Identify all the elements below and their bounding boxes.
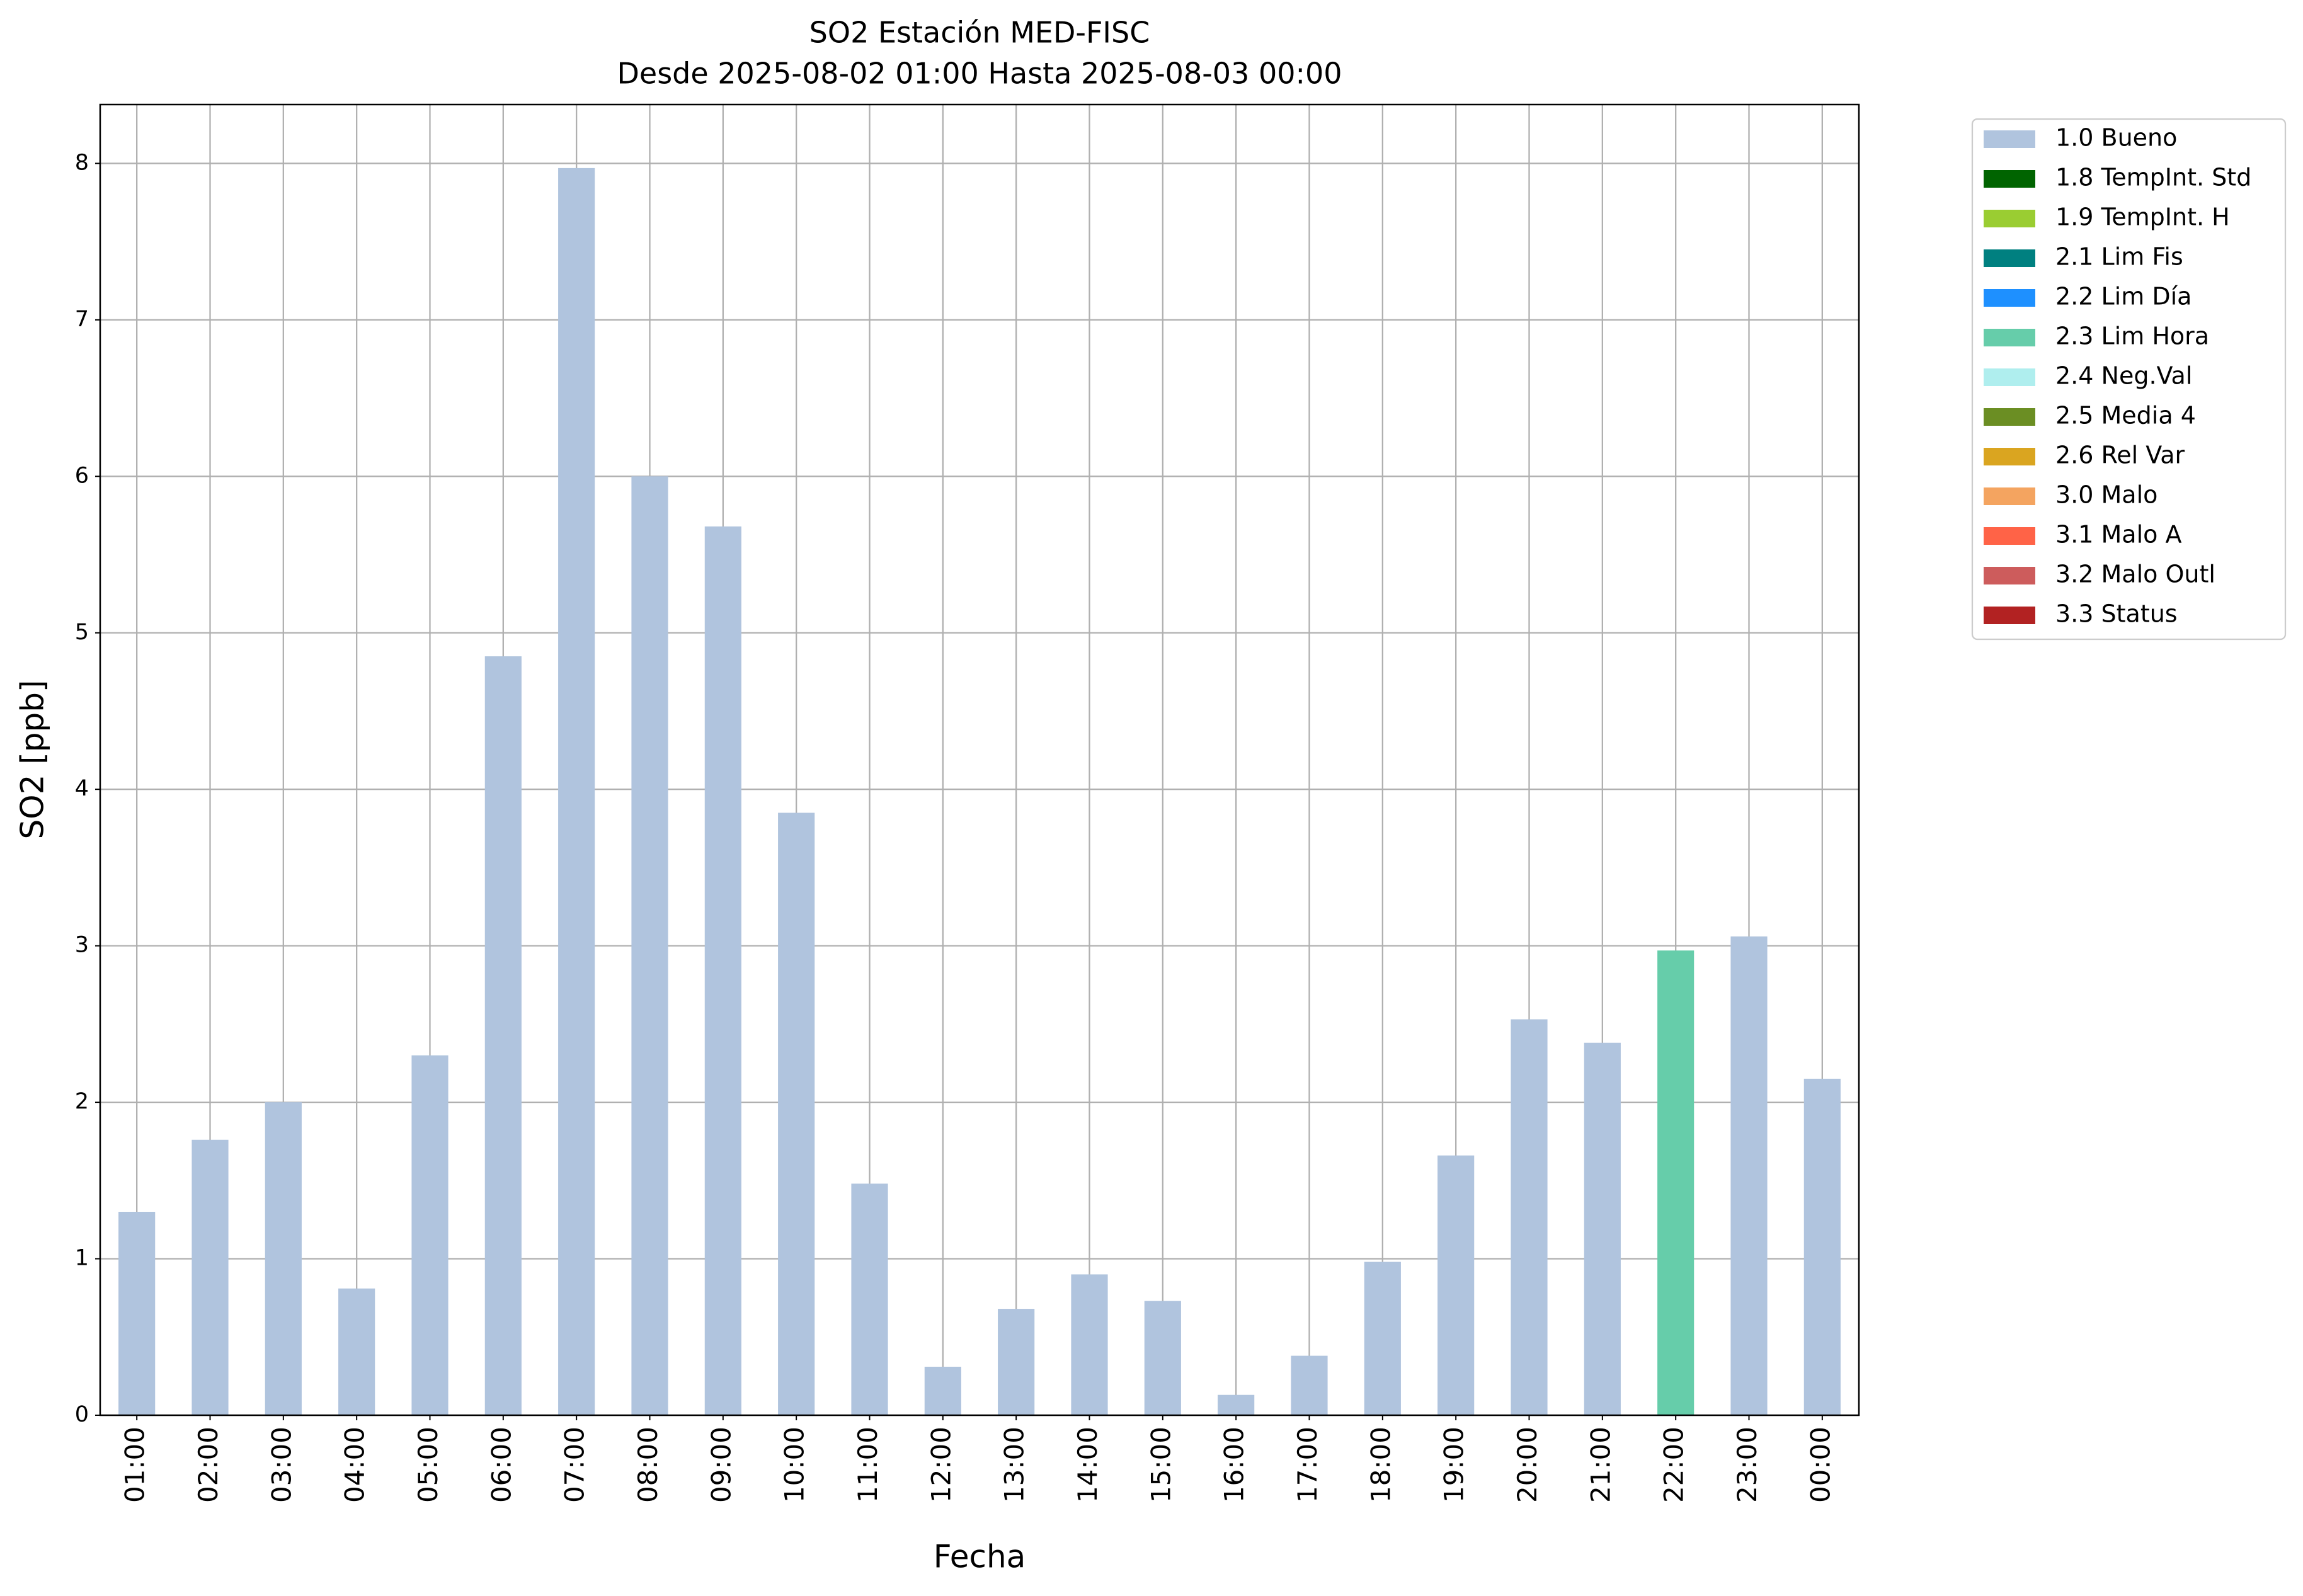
y-tick-label: 7: [75, 307, 89, 332]
bar: [851, 1183, 888, 1415]
legend-box: [1971, 118, 2287, 641]
bars: [118, 168, 1841, 1416]
x-tick-label: 17:00: [1292, 1427, 1323, 1503]
x-tick-label: 06:00: [486, 1427, 517, 1503]
x-tick-label: 03:00: [266, 1427, 297, 1503]
x-tick-label: 23:00: [1732, 1427, 1763, 1503]
legend-swatch: [1984, 527, 2035, 545]
y-tick-label: 4: [75, 776, 89, 801]
legend-swatch: [1984, 368, 2035, 386]
legend-label: 2.2 Lim Día: [2055, 283, 2192, 311]
y-tick-label: 5: [75, 620, 89, 645]
bar: [118, 1212, 156, 1415]
y-tick-label: 2: [75, 1089, 89, 1114]
x-axis-label: Fecha: [934, 1539, 1026, 1575]
bar: [265, 1102, 302, 1415]
x-tick-label: 15:00: [1145, 1427, 1176, 1503]
x-tick-label: 14:00: [1072, 1427, 1103, 1503]
x-tick-label: 09:00: [706, 1427, 736, 1503]
bar: [924, 1366, 961, 1415]
legend-swatch: [1984, 249, 2035, 267]
legend-swatch: [1984, 567, 2035, 584]
bar: [704, 526, 741, 1415]
bar: [411, 1055, 449, 1415]
bar: [191, 1139, 229, 1415]
bar: [1730, 936, 1768, 1415]
x-tick-label: 21:00: [1585, 1427, 1616, 1503]
legend-label: 2.6 Rel Var: [2055, 442, 2185, 469]
bar: [1364, 1262, 1401, 1415]
legend-label: 3.2 Malo Outl: [2055, 561, 2215, 588]
x-tick-label: 12:00: [925, 1427, 956, 1503]
x-tick-label: 20:00: [1512, 1427, 1543, 1503]
legend-label: 2.3 Lim Hora: [2055, 322, 2209, 350]
legend-label: 3.3 Status: [2055, 600, 2178, 628]
chart-subtitle: Desde 2025-08-02 01:00 Hasta 2025-08-03 …: [617, 57, 1342, 91]
x-tick-label: 19:00: [1439, 1427, 1470, 1503]
bar: [1657, 950, 1694, 1415]
bar: [1584, 1042, 1621, 1415]
bar: [558, 168, 595, 1415]
bar: [338, 1288, 375, 1415]
y-tick-label: 8: [75, 150, 89, 175]
legend-swatch: [1984, 289, 2035, 307]
legend-label: 1.9 TempInt. H: [2055, 203, 2230, 231]
legend-swatch: [1984, 210, 2035, 227]
legend-label: 3.0 Malo: [2055, 481, 2157, 509]
bar: [1803, 1078, 1841, 1415]
x-tick-label: 00:00: [1805, 1427, 1836, 1503]
bar: [1071, 1274, 1108, 1415]
legend-swatch: [1984, 329, 2035, 346]
chart-title: SO2 Estación MED-FISC: [809, 16, 1150, 50]
legend-label: 2.1 Lim Fis: [2055, 243, 2183, 271]
x-tick-label: 11:00: [852, 1427, 883, 1503]
y-tick-label: 6: [75, 463, 89, 488]
legend-label: 2.4 Neg.Val: [2055, 362, 2192, 390]
y-tick-label: 1: [75, 1246, 89, 1271]
x-tick-label: 05:00: [413, 1427, 443, 1503]
x-tick-label: 08:00: [632, 1427, 663, 1503]
y-axis-label: SO2 [ppb]: [14, 680, 51, 839]
legend-label: 1.0 Bueno: [2055, 124, 2177, 152]
bar: [1144, 1301, 1181, 1415]
x-tick-label: 02:00: [193, 1427, 224, 1503]
x-tick-label: 18:00: [1365, 1427, 1396, 1503]
legend-label: 3.1 Malo A: [2055, 521, 2181, 549]
bar: [1511, 1019, 1548, 1415]
bar: [998, 1309, 1035, 1415]
plot-frame: [99, 103, 1860, 1416]
bar: [631, 476, 668, 1416]
legend-swatch: [1984, 448, 2035, 465]
x-tick-label: 04:00: [340, 1427, 370, 1503]
x-tick-label: 10:00: [779, 1427, 810, 1503]
bar: [484, 656, 522, 1415]
bar: [1437, 1155, 1475, 1415]
x-tick-label: 22:00: [1659, 1427, 1689, 1503]
x-tick-label: 13:00: [999, 1427, 1030, 1503]
legend-label: 2.5 Media 4: [2055, 402, 2196, 430]
y-tick-label: 3: [75, 933, 89, 958]
legend-label: 1.8 TempInt. Std: [2055, 164, 2251, 191]
legend-swatch: [1984, 487, 2035, 505]
y-tick-label: 0: [75, 1402, 89, 1427]
bar: [1218, 1394, 1255, 1415]
bar: [778, 812, 815, 1415]
bar: [1291, 1355, 1328, 1415]
legend-swatch: [1984, 607, 2035, 624]
x-tick-label: 01:00: [120, 1427, 151, 1503]
legend-swatch: [1984, 170, 2035, 188]
legend-swatch: [1984, 130, 2035, 148]
x-tick-label: 16:00: [1219, 1427, 1250, 1503]
x-tick-label: 07:00: [559, 1427, 590, 1503]
legend-swatch: [1984, 408, 2035, 426]
